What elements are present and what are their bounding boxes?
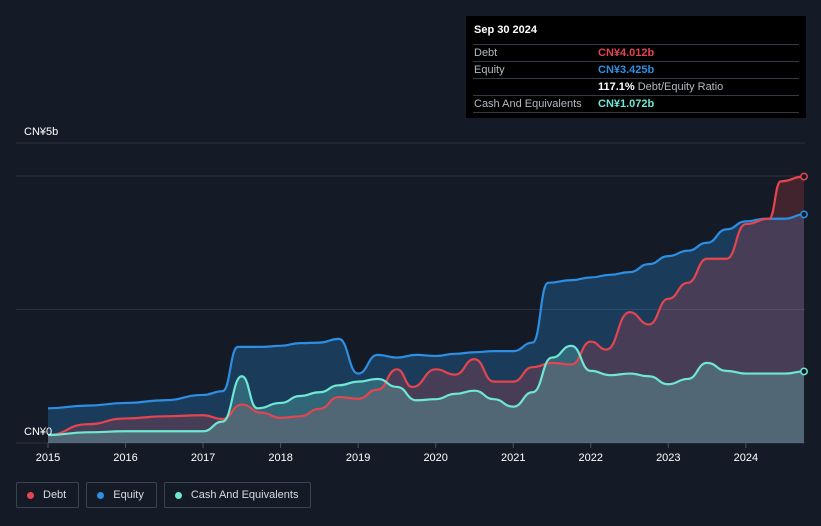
legend-label: Equity [113, 489, 144, 501]
tooltip-label: Cash And Equivalents [474, 98, 582, 110]
tooltip-equity-value: CN¥3.425b [598, 64, 655, 76]
x-tick-label: 2020 [423, 452, 447, 464]
cash-and-equivalents-line [47, 344, 805, 437]
x-tick-label: 2018 [268, 452, 292, 464]
chart-legend: Debt Equity Cash And Equivalents [16, 482, 312, 510]
tooltip-panel: Sep 30 2024 Debt CN¥4.012b Equity CN¥3.4… [466, 16, 806, 118]
series-areas [48, 176, 804, 443]
tooltip-ratio-value: 117.1% [598, 81, 635, 93]
y-axis-top-label: CN¥5b [24, 126, 58, 138]
tooltip-cash-value: CN¥1.072b [598, 98, 655, 110]
cash-and-equivalents-area [48, 345, 804, 443]
x-tick-label: 2019 [346, 452, 370, 464]
tooltip-ratio-label: Debt/Equity Ratio [637, 81, 724, 93]
x-tick-label: 2024 [734, 452, 758, 464]
debt-end-point [800, 172, 808, 181]
x-tick-label: 2017 [191, 452, 215, 464]
grid-lines [16, 142, 805, 444]
x-tick-label: 2022 [579, 452, 603, 464]
cash-dot-icon [174, 491, 182, 499]
x-tick-label: 2016 [113, 452, 137, 464]
end-markers [800, 172, 808, 376]
legend-label: Debt [43, 489, 67, 501]
tooltip-debt-value: CN¥4.012b [598, 47, 655, 59]
legend-item-equity[interactable]: Equity [86, 482, 157, 508]
legend-item-cash[interactable]: Cash And Equivalents [163, 482, 312, 508]
legend-label: Cash And Equivalents [190, 489, 299, 501]
tooltip-row-cash: Cash And Equivalents CN¥1.072b [473, 95, 799, 113]
equity-dot-icon [97, 491, 105, 499]
legend-item-debt[interactable]: Debt [16, 482, 80, 508]
y-axis-bottom-label: CN¥0 [24, 426, 52, 438]
tooltip-row-equity: Equity CN¥3.425b [473, 61, 799, 78]
tooltip-label [473, 79, 598, 95]
tooltip-row-ratio: 117.1% Debt/Equity Ratio [473, 78, 799, 95]
debt-dot-icon [27, 491, 34, 499]
series-lines [47, 175, 805, 437]
tooltip-label: Equity [474, 64, 505, 76]
debt-line [47, 175, 805, 437]
equity-area [48, 214, 804, 443]
x-axis-ticks: 2015 2016 2017 2018 2019 2020 2021 2022 2023 2024 [36, 443, 758, 464]
x-tick-label: 2023 [656, 452, 680, 464]
x-tick-label: 2015 [36, 452, 60, 464]
debt-area [48, 176, 804, 443]
equity-line [47, 213, 805, 410]
equity-end-point [800, 210, 808, 219]
cash-and-equivalents-end-point [800, 367, 808, 376]
x-tick-label: 2021 [501, 452, 525, 464]
tooltip-row-debt: Debt CN¥4.012b [473, 44, 799, 61]
tooltip-label: Debt [474, 47, 498, 59]
tooltip-date: Sep 30 2024 [474, 24, 537, 36]
